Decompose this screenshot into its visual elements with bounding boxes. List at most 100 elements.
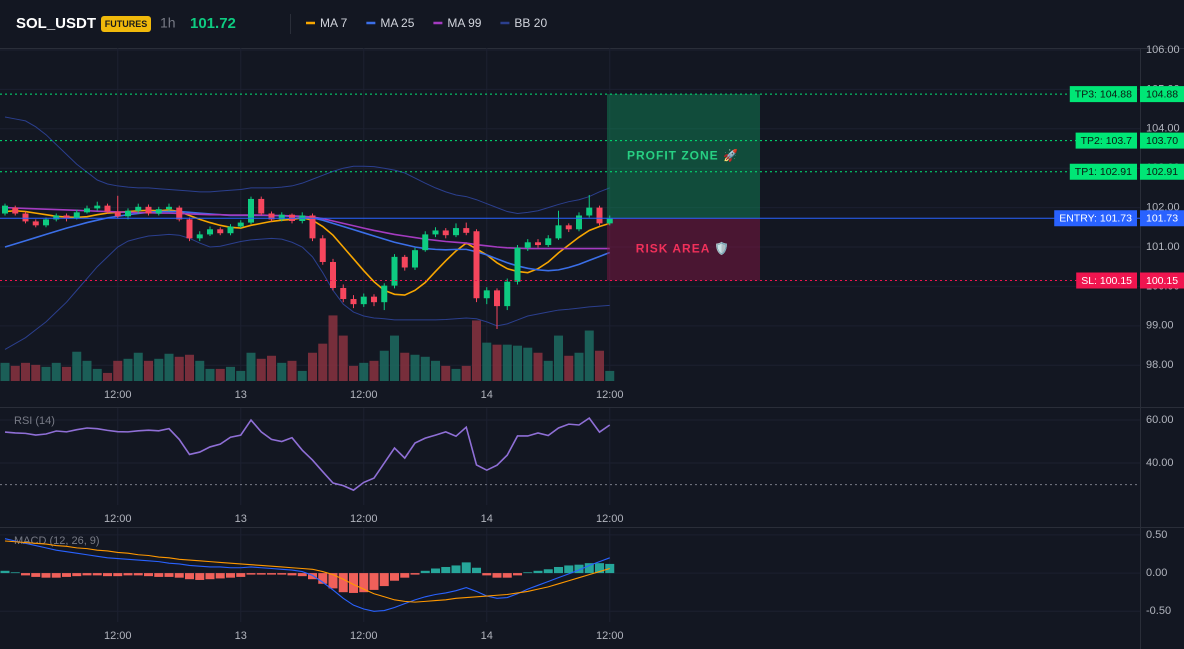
histogram-bar <box>21 573 30 576</box>
candle-body <box>504 281 511 307</box>
volume-bar <box>543 360 553 381</box>
histogram-bar <box>144 573 153 577</box>
candle-body <box>535 242 541 246</box>
histogram-bar <box>595 563 604 574</box>
volume-bar <box>410 354 420 381</box>
volume-bar <box>523 347 533 381</box>
volume-bar <box>72 351 82 381</box>
volume-bar <box>195 360 205 381</box>
histogram-bar <box>297 573 307 577</box>
histogram-bar <box>277 573 287 575</box>
volume-bar <box>574 352 584 381</box>
level-label: TP3: 104.88 <box>1075 88 1132 100</box>
volume-bar <box>92 368 102 381</box>
legend-label: MA 7 <box>320 16 348 30</box>
candle-body <box>453 228 459 236</box>
volume-bar <box>369 360 379 381</box>
x-tick-label: 12:00 <box>596 513 624 525</box>
macd-line <box>4 540 610 603</box>
candle-body <box>207 229 213 235</box>
histogram-bar <box>256 573 266 575</box>
histogram-bar <box>215 573 225 579</box>
volume-bar <box>287 360 297 381</box>
histogram-bar <box>492 573 502 578</box>
volume-bar <box>554 335 563 381</box>
volume-bar <box>0 362 10 381</box>
histogram-bar <box>195 573 205 580</box>
histogram-bar <box>472 567 481 574</box>
histogram-bar <box>92 573 102 576</box>
ma-line <box>4 209 610 296</box>
panel-title: MACD (12, 26, 9) <box>14 535 100 547</box>
histogram-bar <box>461 562 471 574</box>
level-label: ENTRY: 101.73 <box>1059 213 1132 225</box>
legend: MA 7 MA 25 MA 99 BB 20 <box>306 16 547 30</box>
candle-body <box>186 219 193 239</box>
histogram-bar <box>400 573 410 578</box>
candle-body <box>104 205 111 212</box>
volume-bar <box>451 368 461 381</box>
x-tick-label: 14 <box>481 513 493 525</box>
volume-bar <box>205 368 215 381</box>
zone <box>607 94 760 219</box>
price-label: 103.70 <box>1146 135 1178 147</box>
volume-bar <box>82 360 92 381</box>
candle-body <box>237 222 244 227</box>
volume-bar <box>236 370 246 381</box>
level-label-bg <box>1054 210 1137 227</box>
volume-bar <box>154 358 164 381</box>
histogram-bar <box>205 573 215 580</box>
candle-body <box>565 225 572 230</box>
histogram-bar <box>226 573 235 578</box>
price-label: 104.88 <box>1146 88 1178 100</box>
histogram-bar <box>41 573 51 578</box>
candle-body <box>135 206 142 211</box>
x-tick-label: 12:00 <box>104 389 132 401</box>
x-tick-label: 12:00 <box>104 513 132 525</box>
candle-body <box>494 290 500 307</box>
histogram-bar <box>82 573 92 576</box>
bb-lower <box>4 233 610 350</box>
candle-body <box>483 290 490 299</box>
volume-bar <box>328 315 338 381</box>
price-label-bg <box>1140 210 1184 227</box>
histogram-bar <box>584 563 594 574</box>
volume-bar <box>41 366 51 381</box>
price-label: 102.91 <box>1146 166 1178 178</box>
volume-bar <box>21 362 30 381</box>
histogram-bar <box>246 573 256 575</box>
candle-body <box>545 238 552 246</box>
volume-bar <box>297 370 307 381</box>
histogram-bar <box>113 573 123 577</box>
histogram-bar <box>410 573 420 575</box>
candle-body <box>555 225 562 239</box>
histogram-bar <box>533 570 543 574</box>
volume-bar <box>605 370 615 381</box>
volume-bar <box>420 356 430 381</box>
candle-body <box>514 247 521 282</box>
volume-bar <box>113 360 123 381</box>
candle-body <box>432 230 439 235</box>
candle-body <box>422 234 429 251</box>
y-tick-label: 104.00 <box>1146 123 1180 135</box>
volume-bar <box>215 368 225 381</box>
histogram-bar <box>379 573 389 587</box>
histogram-bar <box>185 573 194 580</box>
candle-body <box>53 215 60 220</box>
volume-bar <box>359 362 369 381</box>
x-tick-label: 12:00 <box>350 513 378 525</box>
y-tick-label: 40.00 <box>1146 457 1174 469</box>
histogram-bar <box>502 573 512 578</box>
price-label: 100.15 <box>1146 275 1178 287</box>
histogram-bar <box>431 568 440 574</box>
volume-bar <box>461 365 471 381</box>
histogram-bar <box>267 573 276 575</box>
volume-bar <box>318 343 328 381</box>
candle-body <box>391 256 398 286</box>
x-tick-label: 13 <box>235 389 247 401</box>
x-tick-label: 13 <box>235 513 247 525</box>
x-tick-label: 13 <box>235 630 247 642</box>
y-tick-label: 60.00 <box>1146 414 1174 426</box>
volume-bar <box>492 344 502 381</box>
